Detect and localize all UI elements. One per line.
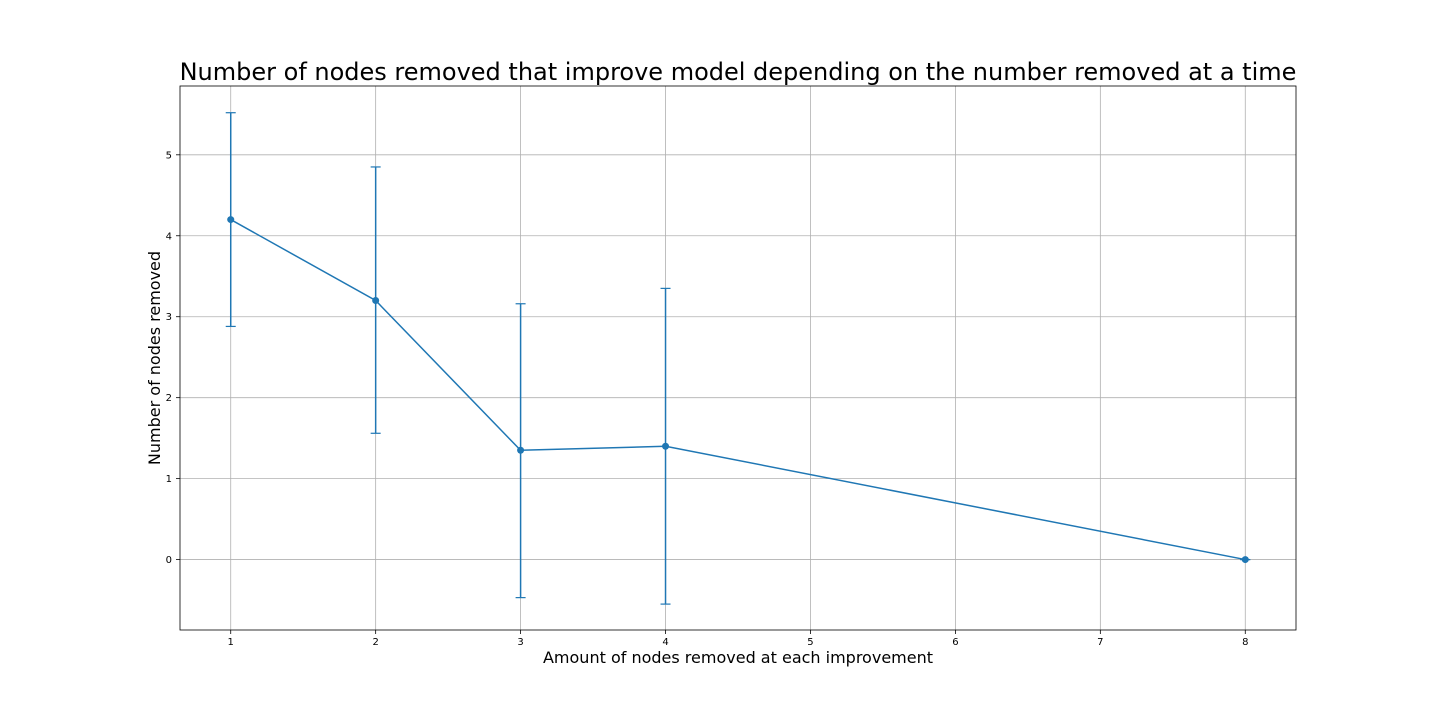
tick-layer: 1 2 3 4 5 6 7 8 0 1 2 3 4 5	[166, 150, 1249, 648]
y-tick-label: 3	[166, 312, 172, 323]
x-tick-label: 6	[952, 637, 958, 648]
data-point	[517, 446, 525, 454]
x-tick-label: 5	[807, 637, 813, 648]
y-tick-label: 2	[166, 393, 172, 404]
x-tick-label: 2	[372, 637, 378, 648]
x-tick-label: 8	[1242, 637, 1248, 648]
data-point	[227, 216, 235, 224]
x-tick-label: 4	[662, 637, 668, 648]
x-tick-label: 3	[517, 637, 523, 648]
y-tick-label: 1	[166, 474, 172, 485]
grid-layer	[180, 86, 1296, 630]
y-tick-label: 4	[166, 231, 172, 242]
y-tick-label: 5	[166, 150, 172, 161]
y-tick-label: 0	[166, 555, 172, 566]
x-tick-label: 7	[1097, 637, 1103, 648]
data-point	[662, 442, 670, 450]
data-point	[1241, 556, 1249, 564]
y-axis-label: Number of nodes removed	[145, 251, 164, 465]
data-point	[372, 297, 380, 305]
chart-title: Number of nodes removed that improve mod…	[180, 58, 1297, 86]
x-axis-label: Amount of nodes removed at each improvem…	[543, 648, 933, 667]
data-layer	[225, 112, 1251, 605]
series-line	[230, 218, 1246, 561]
plot-frame	[179, 85, 1297, 631]
x-tick-label: 1	[228, 637, 234, 648]
